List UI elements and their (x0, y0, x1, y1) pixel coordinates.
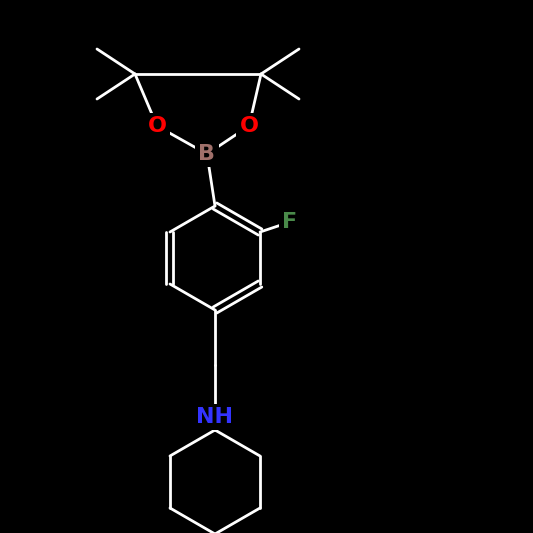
Text: O: O (239, 116, 259, 136)
Text: F: F (282, 212, 297, 232)
Text: B: B (198, 144, 215, 164)
Text: NH: NH (197, 407, 233, 427)
Text: O: O (148, 116, 166, 136)
